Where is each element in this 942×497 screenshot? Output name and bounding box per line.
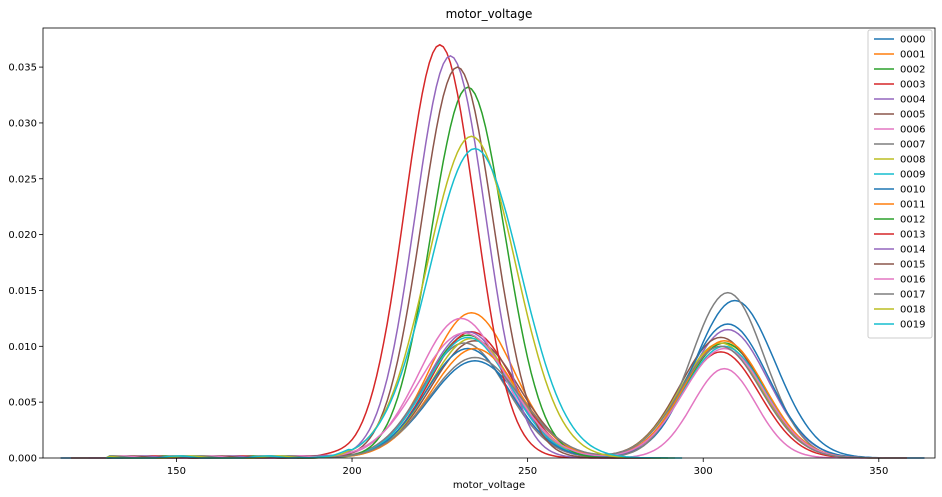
legend-label: 0007: [900, 140, 925, 151]
y-tick-label: 0.005: [8, 398, 37, 409]
legend-label: 0017: [900, 290, 925, 301]
legend-label: 0018: [900, 305, 925, 316]
x-tick-label: 350: [869, 466, 888, 477]
legend-label: 0015: [900, 260, 925, 271]
legend-label: 0000: [900, 35, 925, 46]
legend-label: 0004: [900, 95, 925, 106]
legend-label: 0003: [900, 80, 925, 91]
x-axis: 150 200 250 300 350: [167, 458, 888, 477]
series-line-0018: [105, 135, 676, 459]
y-axis: 0.000 0.005 0.010 0.015 0.020 0.025 0.030 0.035: [8, 63, 43, 465]
series-line-0017: [71, 345, 907, 459]
legend-label: 0010: [900, 185, 925, 196]
y-tick-label: 0.020: [8, 230, 37, 241]
legend-label: 0006: [900, 125, 925, 136]
legend: 0000 0001 0002 0003 0004 0005 0006 0007 0008 0009…: [867, 29, 933, 339]
legend-label: 0012: [900, 215, 925, 226]
y-tick-label: 0.015: [8, 286, 37, 297]
legend-label: 0019: [900, 320, 925, 331]
y-tick-label: 0.035: [8, 63, 37, 74]
x-tick-label: 250: [518, 466, 537, 477]
x-tick-label: 300: [694, 466, 713, 477]
legend-label: 0005: [900, 110, 925, 121]
legend-label: 0011: [900, 200, 925, 211]
y-tick-label: 0.025: [8, 174, 37, 185]
y-tick-label: 0.030: [8, 118, 37, 129]
y-tick-label: 0.010: [8, 342, 37, 353]
x-tick-label: 200: [342, 466, 361, 477]
legend-label: 0013: [900, 230, 925, 241]
chart-title: motor_voltage: [446, 7, 533, 21]
legend-label: 0014: [900, 245, 925, 256]
legend-label: 0001: [900, 50, 925, 61]
x-tick-label: 150: [167, 466, 186, 477]
legend-label: 0008: [900, 155, 925, 166]
legend-label: 0016: [900, 275, 925, 286]
legend-label: 0002: [900, 65, 925, 76]
x-axis-label: motor_voltage: [453, 480, 525, 491]
y-tick-label: 0.000: [8, 454, 37, 465]
plot-frame: [42, 27, 936, 459]
legend-box: [867, 29, 933, 339]
legend-label: 0009: [900, 170, 925, 181]
